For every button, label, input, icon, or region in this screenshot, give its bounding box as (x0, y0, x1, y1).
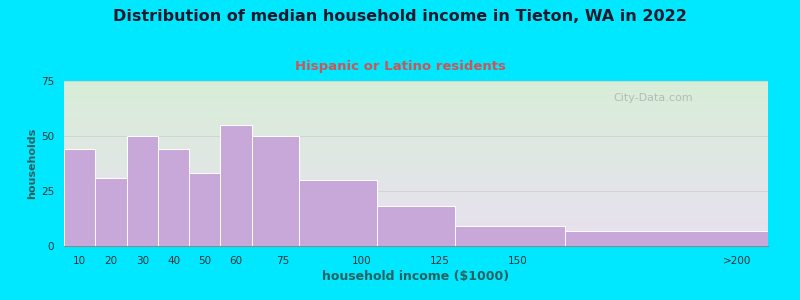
Text: City-Data.com: City-Data.com (613, 92, 693, 103)
Bar (565, 231, 768, 246)
Bar (298, 180, 377, 246)
Bar (158, 149, 189, 246)
Bar (455, 226, 565, 246)
Text: Hispanic or Latino residents: Hispanic or Latino residents (294, 60, 506, 73)
Bar (95, 178, 126, 246)
Text: Distribution of median household income in Tieton, WA in 2022: Distribution of median household income … (113, 9, 687, 24)
Bar (126, 136, 158, 246)
Bar (189, 173, 221, 246)
Bar (221, 125, 252, 246)
X-axis label: household income ($1000): household income ($1000) (322, 270, 510, 283)
Y-axis label: households: households (27, 128, 37, 199)
Bar (64, 149, 95, 246)
Bar (252, 136, 298, 246)
Bar (377, 206, 455, 246)
